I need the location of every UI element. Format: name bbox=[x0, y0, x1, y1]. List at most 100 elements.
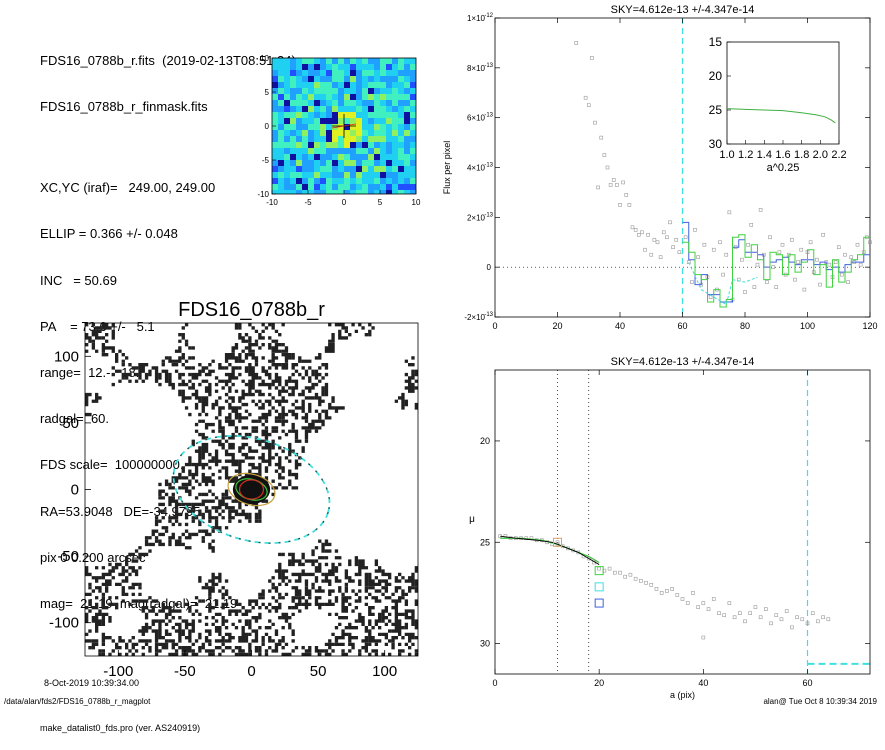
image-ytick-label: 0 bbox=[71, 482, 79, 499]
thumbnail-pixel bbox=[278, 130, 284, 136]
flux-point bbox=[796, 260, 800, 264]
thumbnail-pixel bbox=[356, 94, 362, 100]
thumbnail-pixel bbox=[284, 142, 290, 148]
flux-ytick-label: 2×10 bbox=[467, 213, 486, 222]
thumbnail-pixel bbox=[350, 142, 356, 148]
thumbnail-pixel bbox=[290, 112, 296, 118]
thumbnail-pixel bbox=[278, 106, 284, 112]
thumbnail-pixel bbox=[344, 166, 350, 172]
mu-point bbox=[644, 580, 648, 585]
inset-ytick-label: 15 bbox=[709, 35, 723, 49]
thumbnail-pixel bbox=[338, 106, 344, 112]
flux-point bbox=[833, 260, 838, 264]
thumbnail-pixel bbox=[392, 148, 398, 154]
thumbnail-pixel bbox=[338, 166, 344, 172]
thumbnail-pixel bbox=[350, 190, 356, 194]
mu-square bbox=[594, 598, 604, 608]
thumbnail-pixel bbox=[308, 142, 314, 148]
thumbnail-pixel bbox=[332, 70, 338, 76]
flux-point bbox=[721, 272, 725, 277]
thumbnail-pixel bbox=[338, 94, 344, 100]
thumbnail-pixel bbox=[386, 106, 392, 112]
thumbnail-pixel bbox=[374, 100, 380, 106]
thumbnail-pixel bbox=[410, 142, 416, 148]
thumbnail-pixel bbox=[308, 154, 314, 160]
thumbnail-pixel bbox=[314, 112, 320, 118]
image-ytick-label: -50 bbox=[57, 548, 79, 565]
thumbnail-pixel bbox=[320, 58, 326, 64]
flux-point bbox=[821, 232, 825, 237]
thumbnail-pixel bbox=[356, 154, 362, 160]
thumbnail-pixel bbox=[290, 64, 296, 70]
thumbnail-pixel bbox=[392, 118, 398, 124]
thumbnail-pixel bbox=[386, 160, 392, 166]
mu-xtick-label: 0 bbox=[492, 678, 497, 688]
thumbnail-pixel bbox=[398, 76, 404, 82]
flux-point bbox=[615, 183, 619, 187]
thumbnail-pixel bbox=[308, 136, 314, 142]
flux-point bbox=[768, 235, 772, 240]
thumbnail-pixel bbox=[356, 178, 362, 184]
thumbnail-pixel bbox=[362, 130, 368, 136]
thumbnail-pixel bbox=[404, 166, 410, 172]
thumbnail-pixel bbox=[386, 130, 392, 136]
flux-point bbox=[808, 240, 813, 245]
thumbnail-pixel bbox=[374, 88, 380, 94]
thumbnail-pixel bbox=[362, 148, 368, 154]
thumbnail-pixel bbox=[368, 142, 374, 148]
thumbnail-pixel bbox=[368, 82, 374, 88]
thumbnail-pixel bbox=[284, 82, 290, 88]
thumbnail-pixel bbox=[380, 136, 386, 142]
thumbnail-pixel bbox=[320, 148, 326, 154]
thumbnail-pixel bbox=[332, 100, 338, 106]
thumbnail-pixel bbox=[278, 64, 284, 70]
thumbnail-pixel bbox=[296, 118, 302, 124]
thumbnail-pixel bbox=[368, 184, 374, 190]
thumbnail-pixel bbox=[404, 136, 410, 142]
thumbnail-pixel bbox=[380, 184, 386, 190]
thumbnail-pixel bbox=[410, 100, 416, 106]
thumbnail-pixel bbox=[386, 82, 392, 88]
thumbnail-pixel bbox=[302, 118, 308, 124]
thumbnail-pixel bbox=[332, 118, 338, 124]
flux-point bbox=[793, 277, 797, 282]
inset-xtick-label: 1.4 bbox=[757, 149, 772, 161]
thumbnail-pixel bbox=[272, 154, 278, 160]
thumbnail-pixel bbox=[308, 64, 314, 70]
mu-point bbox=[753, 605, 758, 609]
mu-point bbox=[769, 621, 773, 626]
thumbnail-pixel bbox=[278, 124, 284, 130]
thumbnail-pixel bbox=[374, 118, 380, 124]
mu-point bbox=[821, 615, 825, 620]
thumbnail-pixel bbox=[350, 88, 356, 94]
thumbnail-pixel bbox=[272, 148, 278, 154]
param-ellip: ELLIP = 0.366 +/- 0.048 bbox=[40, 226, 178, 242]
thumbnail-pixel bbox=[368, 88, 374, 94]
thumbnail-pixel bbox=[302, 148, 308, 154]
mu-xtick-label: 60 bbox=[802, 678, 812, 688]
mu-ylabel: μ bbox=[469, 514, 475, 525]
thumbnail-pixel bbox=[278, 94, 284, 100]
thumbnail-pixel bbox=[332, 136, 338, 142]
thumbnail-pixel bbox=[392, 184, 398, 190]
thumbnail-pixel bbox=[314, 124, 320, 130]
thumbnail-pixel bbox=[320, 106, 326, 112]
thumbnail-pixel bbox=[272, 76, 278, 82]
thumbnail-pixel bbox=[302, 190, 308, 194]
inner-ellipse-9 bbox=[238, 479, 265, 500]
thumbnail-pixel bbox=[344, 112, 350, 118]
outer-ellipse-dots bbox=[173, 435, 330, 544]
thumbnail-pixel bbox=[356, 112, 362, 118]
thumbnail-pixel bbox=[362, 166, 368, 172]
thumbnail-pixel bbox=[320, 136, 326, 142]
mu-square bbox=[594, 582, 604, 592]
thumbnail-pixel bbox=[368, 190, 374, 194]
thumbnail-pixel bbox=[296, 148, 302, 154]
mu-point bbox=[784, 609, 789, 613]
thumbnail-pixel bbox=[386, 112, 392, 118]
thumbnail-pixel bbox=[344, 130, 350, 136]
thumbnail-pixel bbox=[302, 166, 308, 172]
thumbnail-pixel bbox=[290, 70, 296, 76]
thumbnail-pixel bbox=[386, 148, 392, 154]
thumbnail-pixel bbox=[302, 106, 308, 112]
